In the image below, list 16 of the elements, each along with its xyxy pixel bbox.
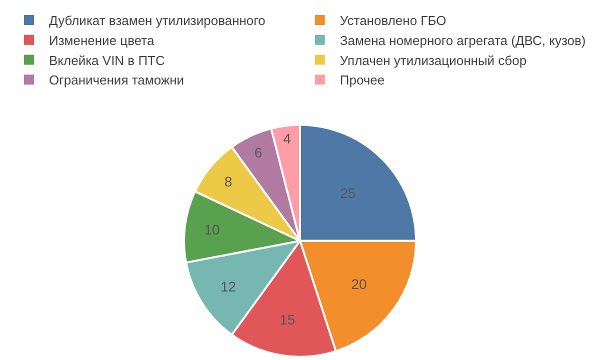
legend-label: Установлено ГБО <box>340 13 446 28</box>
data-label: 4 <box>283 130 292 147</box>
data-label: 25 <box>340 184 356 201</box>
data-label: 20 <box>351 276 367 292</box>
legend-label: Прочее <box>340 72 385 88</box>
legend-label: Изменение цвета <box>49 32 155 48</box>
data-label: 8 <box>224 174 232 190</box>
data-label: 15 <box>280 312 296 328</box>
data-label: 6 <box>254 144 262 160</box>
data-label: 12 <box>220 278 236 294</box>
data-label: 10 <box>204 222 220 238</box>
legend-label: Вклейка VIN в ПТС <box>49 52 165 68</box>
legend-label: Замена номерного агрегата (ДВС, кузов) <box>340 32 586 48</box>
legend-label: Уплачен утилизационный сбор <box>340 52 527 68</box>
legend-label: Ограничения таможни <box>49 72 184 88</box>
legend-label: Дубликат взамен утилизированного <box>49 13 266 28</box>
